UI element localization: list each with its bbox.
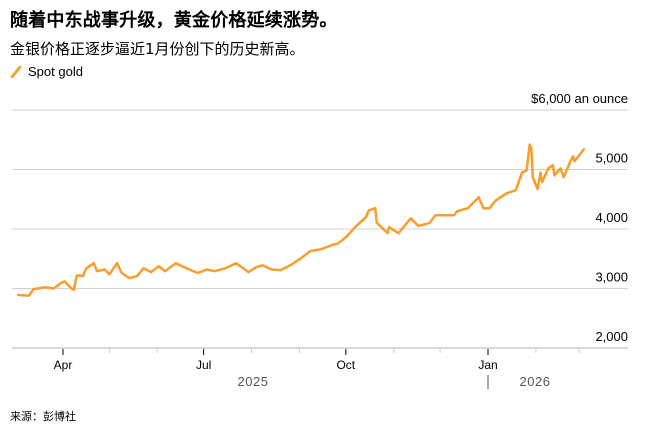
x-tick-label: Jan	[478, 358, 497, 372]
year-label: 2026	[520, 374, 551, 389]
year-label: 2025	[238, 374, 269, 389]
x-tick-label: Apr	[54, 358, 73, 372]
legend-label: Spot gold	[28, 64, 83, 79]
series-line-spot-gold	[16, 143, 586, 297]
y-tick-label: 2,000	[595, 329, 628, 344]
source-note: 来源：彭博社	[10, 410, 76, 423]
x-tick-label: Jul	[196, 358, 211, 372]
y-tick-label: $6,000 an ounce	[531, 91, 628, 106]
x-tick-label: Oct	[336, 358, 355, 372]
y-tick-label: 3,000	[595, 270, 628, 285]
legend: Spot gold	[10, 64, 83, 79]
y-tick-label: 4,000	[595, 210, 628, 225]
chart-subtitle: 金银价格正逐步逼近1月份创下的历史新高。	[10, 40, 305, 58]
legend-swatch-icon	[10, 65, 22, 78]
chart-title: 随着中东战事升级，黄金价格延续涨势。	[10, 10, 338, 31]
y-tick-label: 5,000	[595, 151, 628, 166]
